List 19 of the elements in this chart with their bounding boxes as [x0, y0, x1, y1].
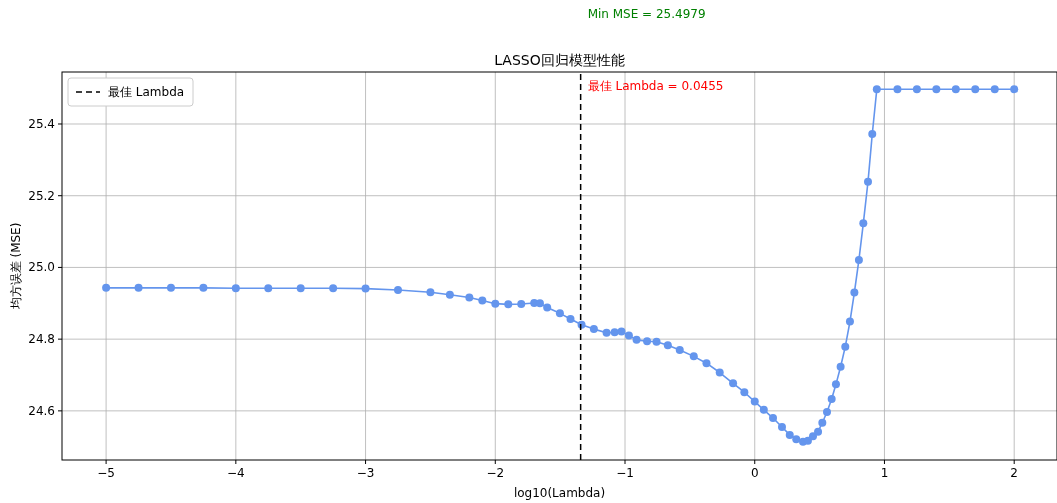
- chart-title: LASSO回归模型性能: [494, 52, 625, 68]
- x-tick-label: −1: [616, 466, 634, 480]
- x-axis-title: log10(Lambda): [513, 486, 606, 500]
- x-tick-label: −3: [356, 466, 375, 480]
- y-tick-label: 24.6: [28, 403, 55, 418]
- x-tick-label: −2: [486, 466, 505, 480]
- y-tick-label: 25.0: [28, 260, 55, 275]
- x-tick-label: 0: [750, 466, 759, 480]
- x-tick-label: 1: [880, 466, 889, 480]
- x-tick-label: −4: [226, 466, 245, 480]
- y-tick-label: 24.8: [28, 332, 55, 347]
- y-tick-label: 25.4: [28, 117, 55, 131]
- y-axis-title: 均方误差 (MSE): [9, 222, 23, 311]
- text: Min MSE = 25.4979: [587, 7, 706, 21]
- annotation: 最佳 Lambda = 0.0455: [587, 79, 724, 93]
- x-tick-label: −5: [97, 466, 115, 480]
- ref-line-label: 最佳 Lambda: [108, 85, 185, 99]
- x-tick-label: 2: [1010, 466, 1019, 480]
- y-tick-label: 25.2: [28, 188, 55, 203]
